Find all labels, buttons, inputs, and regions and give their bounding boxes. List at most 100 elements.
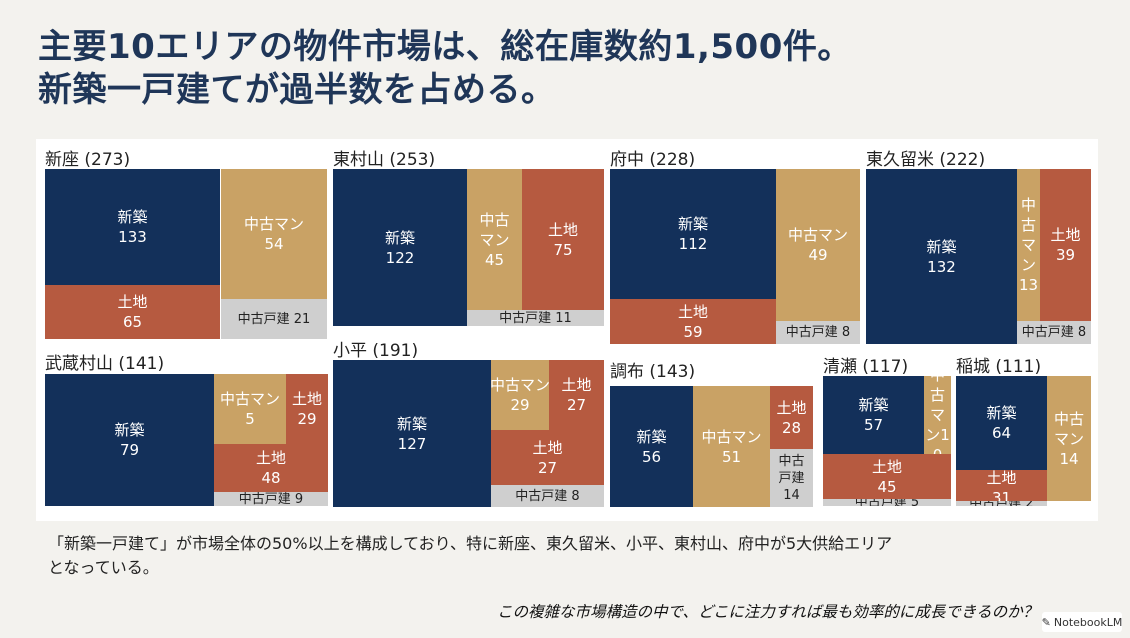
tile-text: 45: [484, 250, 505, 269]
tile-武蔵村山-中古戸建: 中古戸建 9: [214, 492, 328, 506]
tile-text: 中古戸建 5: [855, 499, 919, 506]
area-label-稲城: 稲城 (111): [956, 357, 1042, 377]
tile-text: 79: [119, 441, 140, 459]
tile-調布-中古マン: 中古マン 51: [693, 386, 770, 507]
tile-text: マン: [479, 230, 510, 249]
tile-text: 新築: [677, 215, 708, 233]
tile-text: 新築: [926, 237, 957, 256]
tile-text: 中古: [479, 210, 510, 229]
tile-text: 133: [118, 228, 147, 246]
tile-text: 新築: [396, 414, 427, 433]
tile-清瀬-中古戸建: 中古戸建 5: [823, 499, 951, 506]
title-line-2: 新築一戸建てが過半数を占める。: [38, 70, 556, 110]
tile-text: 14: [1059, 449, 1079, 468]
tile-text: 中古戸建 8: [515, 488, 580, 504]
tile-text: 土地: [677, 302, 708, 321]
tile-text: 54: [264, 235, 284, 253]
tile-text: 112: [678, 235, 708, 253]
tile-小平-中古マン: 中古マン 29: [491, 360, 549, 430]
tile-text: 新築: [114, 421, 145, 439]
tile-新座-中古マン: 中古マン 54: [221, 169, 327, 299]
summary-note: 「新築一戸建て」が市場全体の50%以上を構成しており、特に新座、東久留米、小平、…: [48, 532, 892, 580]
tile-text: 29: [297, 410, 317, 428]
area-label-新座: 新座 (273): [45, 150, 131, 170]
tile-text: 中古マン: [219, 390, 280, 408]
tile-text: 中古戸建 2: [969, 501, 1033, 506]
tile-text: 新築: [384, 228, 415, 247]
tile-text: 5: [245, 410, 255, 428]
closing-question: この複雑な市場構造の中で、どこに注力すれば最も効率的に成長できるのか？: [497, 603, 1039, 621]
tile-text: 中古戸建 9: [238, 492, 304, 506]
tile-東村山-中古マン: 中古 マン 45: [467, 169, 522, 310]
tile-text: 土地: [561, 376, 592, 394]
tile-武蔵村山-土地: 土地 48: [214, 444, 328, 492]
tile-稲城-中古マン: 中古 マン 14: [1047, 376, 1091, 501]
tile-text: 132: [927, 257, 956, 276]
tile-東村山-中古戸建: 中古戸建 11: [467, 310, 604, 326]
page-title: 主要10エリアの物件市場は、総在庫数約1,500件。 新築一戸建てが過半数を占め…: [38, 26, 852, 112]
treemap-chart: 新座 (273) 新築 133 中古マン 54 土地 65 中古戸建 21 東村山 (253) 新…: [36, 139, 1098, 521]
tile-text: 中古: [1053, 409, 1084, 428]
tile-text: 中古戸建 11: [499, 310, 572, 326]
tile-text: 新築: [117, 208, 148, 226]
tile-text: 29: [510, 396, 530, 414]
tile-text: 49: [808, 246, 828, 264]
tile-text: 39: [1055, 246, 1076, 264]
tile-text: 45: [877, 477, 897, 496]
tile-text: 51: [721, 447, 742, 466]
tile-text: 土地: [117, 293, 148, 311]
tile-text: 中古マン: [491, 376, 549, 394]
tile-府中-中古戸建: 中古戸建 8: [776, 321, 860, 344]
tile-調布-新築: 新築 56: [610, 386, 693, 507]
tile-text: 122: [385, 248, 415, 267]
tile-text: 中古戸建 21: [237, 311, 311, 327]
tile-text: 土地: [547, 220, 578, 239]
tile-東久留米-中古マン: 中古マン13: [1017, 169, 1040, 321]
tile-text: 土地: [1050, 226, 1081, 244]
tile-text: 59: [683, 322, 703, 341]
tile-調布-土地: 土地 28: [770, 386, 813, 449]
tile-text: 48: [261, 469, 281, 487]
tile-text: 新築: [636, 427, 667, 446]
area-label-東久留米: 東久留米 (222): [866, 150, 986, 170]
area-label-調布: 調布 (143): [610, 362, 696, 382]
tile-稲城-中古戸建: 中古戸建 2: [956, 501, 1047, 506]
tile-稲城-新築: 新築 64: [956, 376, 1047, 470]
tile-府中-土地: 土地 59: [610, 299, 776, 344]
tile-text: 中古マン13: [1018, 196, 1039, 294]
tile-text: 65: [122, 313, 143, 331]
tile-東村山-土地: 土地 75: [522, 169, 604, 310]
area-label-府中: 府中 (228): [610, 150, 696, 170]
tile-東久留米-中古戸建: 中古戸建 8: [1017, 321, 1091, 344]
tile-府中-中古マン: 中古マン 49: [776, 169, 860, 321]
tile-府中-新築: 新築 112: [610, 169, 776, 299]
tile-text: 土地: [532, 438, 563, 457]
tile-text: マン: [1053, 429, 1084, 448]
tile-text: 新築: [858, 396, 889, 414]
tile-東久留米-土地: 土地 39: [1040, 169, 1091, 321]
notebooklm-icon: ✎: [1041, 615, 1051, 629]
badge-label: NotebookLM: [1053, 615, 1123, 629]
tile-新座-中古戸建: 中古戸建 21: [221, 299, 327, 339]
tile-text: 土地: [776, 398, 807, 417]
tile-小平-土地: 土地 27: [549, 360, 604, 430]
tile-text: 127: [397, 434, 427, 453]
tile-text: 中古マン: [701, 427, 762, 446]
title-line-1: 主要10エリアの物件市場は、総在庫数約1,500件。: [38, 27, 852, 67]
tile-text: 14: [783, 487, 800, 503]
tile-武蔵村山-土地: 土地 29: [286, 374, 328, 444]
tile-text: 土地: [255, 449, 286, 467]
tile-text: 土地: [291, 390, 322, 408]
tile-清瀬-新築: 新築 57: [823, 376, 924, 454]
tile-text: 28: [781, 418, 802, 437]
tile-新座-土地: 土地 65: [45, 285, 220, 339]
tile-text: 56: [641, 447, 662, 466]
tile-text: 中古戸建 8: [785, 325, 851, 340]
tile-text: 中古: [778, 453, 805, 469]
tile-text: 中古マン: [243, 215, 304, 233]
tile-稲城-土地: 土地 31: [956, 470, 1047, 506]
tile-小平-土地: 土地 27: [491, 430, 604, 485]
tile-小平-中古戸建: 中古戸建 8: [491, 485, 604, 507]
area-label-清瀬: 清瀬 (117): [823, 357, 909, 377]
tile-text: 中古マン: [787, 226, 848, 244]
